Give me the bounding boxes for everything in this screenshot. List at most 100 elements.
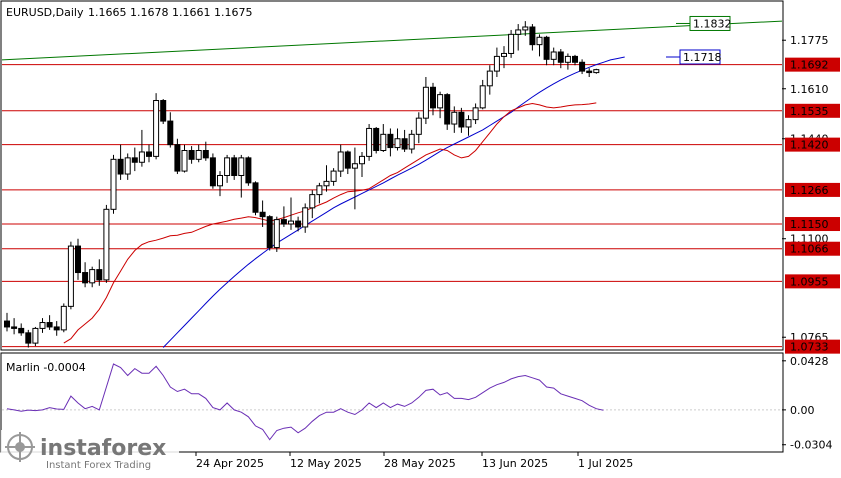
candle-body-44 [316, 185, 323, 196]
level-tag-label-1: 1.1535 [790, 105, 829, 118]
candle-body-10 [75, 245, 81, 274]
candle-body-7 [53, 326, 60, 331]
ind-tick-label-0: 0.0428 [790, 355, 829, 368]
candle-body-79 [564, 55, 571, 63]
price-tag-label-0: 1.1832 [693, 17, 732, 30]
candle-body-45 [323, 180, 330, 187]
candle-body-21 [153, 100, 160, 157]
candle-body-52 [373, 127, 380, 152]
candle-body-28 [202, 150, 209, 159]
candle-body-18 [131, 157, 138, 163]
main-pane-frame [0, 0, 784, 351]
candle-body-36 [259, 211, 266, 218]
candle-body-39 [280, 219, 287, 225]
candle-body-4 [32, 327, 39, 344]
candle-body-62 [444, 94, 451, 125]
candle-body-55 [394, 138, 401, 149]
y-tick-label-1: 1.1610 [790, 83, 829, 96]
candle-body-19 [138, 151, 145, 163]
level-tag-label-2: 1.1420 [790, 139, 829, 152]
y-tick-label-0: 1.1775 [790, 34, 829, 47]
candle-body-75 [536, 36, 543, 46]
candle-body-35 [252, 182, 259, 213]
candle-body-53 [380, 133, 387, 152]
candle-body-63 [451, 111, 458, 125]
level-tag-label-4: 1.1150 [790, 218, 829, 231]
candle-body-43 [309, 194, 316, 209]
candle-body-9 [67, 245, 74, 307]
chart-header-ohlc: 1.1665 1.1678 1.1661 1.1675 [88, 6, 252, 19]
candle-body-20 [146, 151, 152, 157]
x-tick-label-4: 1 Jul 2025 [578, 457, 633, 470]
candle-body-22 [160, 100, 167, 122]
watermark-tagline: Instant Forex Trading [46, 460, 151, 471]
candle-body-5 [39, 322, 46, 329]
candle-body-2 [18, 327, 25, 334]
candle-body-71 [508, 33, 515, 54]
ind-tick-label-2: -0.0304 [790, 439, 832, 452]
candle-body-60 [430, 86, 436, 109]
candle-body-41 [295, 220, 302, 228]
candle-body-59 [422, 86, 429, 119]
ind-tick-label-1: 0.00 [790, 404, 815, 417]
chart-header-title: EURUSD,Daily [6, 6, 84, 19]
candle-body-56 [401, 138, 408, 150]
indicator-pane-frame [0, 352, 784, 453]
candle-body-32 [231, 157, 238, 176]
level-tag-label-6: 1.0955 [790, 275, 829, 288]
level-tag-label-7: 1.0733 [790, 341, 829, 354]
x-tick-label-3: 13 Jun 2025 [482, 457, 548, 470]
level-tag-bg-1 [785, 103, 840, 118]
watermark: instaforex Instant Forex Trading [1, 430, 179, 474]
candle-body-80 [572, 55, 578, 63]
candle-body-57 [408, 133, 415, 150]
candle-body-42 [302, 207, 309, 228]
candle-body-48 [344, 151, 351, 169]
candle-body-65 [465, 119, 472, 128]
candle-body-25 [181, 150, 188, 172]
candle-body-58 [415, 117, 422, 135]
candle-body-0 [4, 320, 10, 328]
candle-body-14 [103, 208, 110, 281]
candle-body-73 [522, 26, 529, 31]
x-tick-label-1: 12 May 2025 [290, 457, 362, 470]
price-tag-box-0 [689, 15, 731, 31]
candle-body-23 [167, 120, 174, 146]
candle-body-11 [82, 272, 89, 284]
level-tag-bg-3 [785, 182, 840, 197]
level-tag-bg-2 [785, 137, 840, 152]
candle-body-66 [472, 107, 479, 121]
candle-body-12 [89, 269, 96, 284]
candle-body-47 [337, 151, 344, 172]
candle-body-64 [458, 111, 465, 128]
candle-body-26 [188, 150, 195, 160]
level-tag-bg-6 [785, 274, 840, 289]
candle-body-15 [110, 158, 117, 210]
price-tag-box-1 [679, 49, 721, 65]
candle-body-61 [437, 94, 444, 109]
red-moving-average [63, 102, 597, 344]
x-tick-label-2: 28 May 2025 [384, 457, 456, 470]
candle-body-50 [359, 155, 365, 165]
candle-body-67 [479, 85, 486, 109]
price-tag-label-1: 1.1718 [683, 51, 722, 64]
candle-body-16 [117, 158, 124, 175]
candle-body-54 [387, 133, 394, 149]
level-tag-bg-7 [785, 339, 840, 354]
level-tag-bg-0 [785, 57, 840, 72]
candle-body-68 [486, 70, 493, 87]
candle-body-76 [543, 36, 550, 60]
candle-body-82 [586, 70, 593, 74]
blue-moving-average [162, 56, 625, 348]
level-tag-label-3: 1.1266 [790, 184, 829, 197]
candle-body-69 [493, 55, 500, 72]
level-tag-bg-5 [785, 241, 840, 256]
candle-body-24 [174, 144, 181, 172]
candle-body-3 [25, 332, 32, 344]
level-tag-bg-4 [785, 217, 840, 232]
candle-body-13 [96, 269, 103, 281]
candle-body-30 [217, 175, 223, 187]
candle-body-46 [330, 170, 337, 182]
